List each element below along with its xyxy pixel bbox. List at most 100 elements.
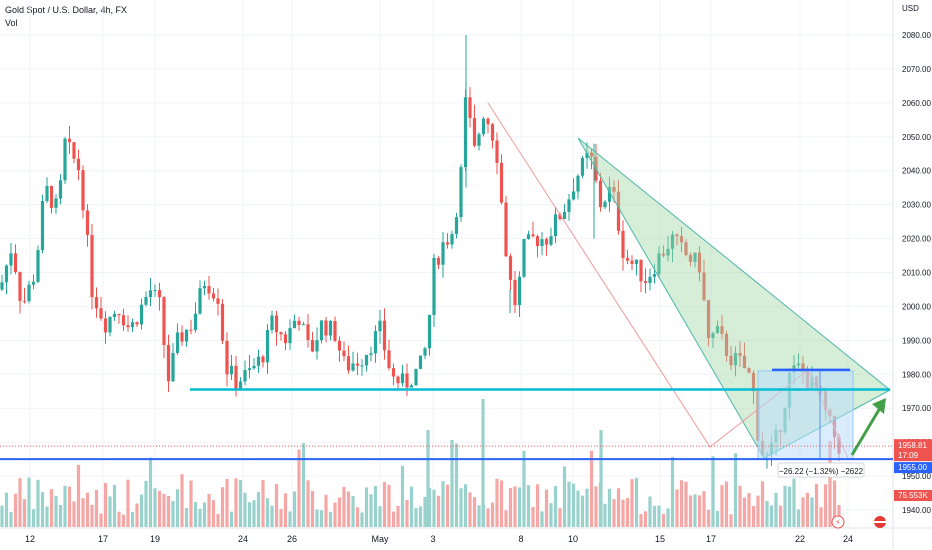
volume-bar: [490, 502, 495, 527]
volume-bar: [540, 511, 544, 527]
candle-body: [414, 368, 418, 386]
volume-bar: [333, 502, 337, 527]
candle-body: [720, 326, 724, 334]
volume-bar: [517, 487, 522, 527]
candle-body: [369, 353, 373, 355]
volume-bar: [426, 430, 430, 527]
candle-body: [216, 298, 220, 304]
candle-body: [148, 290, 153, 298]
candle-body: [243, 370, 247, 382]
price-tick-label: 2080.00: [902, 31, 931, 40]
candle-body: [738, 353, 742, 356]
time-axis[interactable]: 12 17 19 24 26 May 3 8 10 15 17 22 24: [25, 534, 853, 544]
time-tick-label: 8: [518, 534, 523, 544]
candle-body: [598, 180, 603, 208]
candle-body: [36, 250, 40, 282]
current-price-tag: 1958.81: [898, 441, 927, 450]
candle-body: [436, 257, 441, 265]
price-tick-label: 1990.00: [902, 336, 931, 345]
volume-bar: [162, 493, 166, 527]
candle-body: [729, 355, 733, 366]
volume-bar: [702, 491, 706, 527]
candle-body: [432, 257, 436, 316]
candle-body: [747, 368, 751, 373]
volume-bar: [342, 486, 346, 527]
candle-body: [454, 217, 459, 235]
candle-body: [378, 320, 382, 332]
candle-body: [418, 355, 423, 369]
volume-bar: [58, 504, 63, 527]
volume-bar: [387, 484, 391, 527]
volume-bar: [49, 489, 54, 527]
countdown-tag: 17:09: [898, 451, 919, 460]
volume-bar: [99, 513, 103, 527]
volume-bar: [463, 484, 468, 527]
volume-bar: [679, 480, 684, 527]
candle-body: [63, 138, 67, 181]
volume-bar: [648, 496, 652, 527]
candle-body: [139, 304, 144, 325]
volume-bar: [625, 498, 630, 527]
candle-body: [540, 239, 544, 247]
volume-bar: [148, 457, 153, 527]
candle-body: [252, 365, 256, 369]
volume-label[interactable]: Vol: [5, 18, 18, 28]
volume-bar: [13, 493, 18, 527]
candle-body: [553, 214, 558, 237]
volume-bar: [553, 485, 558, 527]
candle-body: [733, 353, 738, 366]
volume-bar: [27, 477, 31, 527]
volume-bar: [283, 493, 288, 527]
candle-body: [630, 260, 634, 264]
volume-bar: [247, 502, 252, 527]
volume-bar: [567, 481, 571, 527]
volume-bar: [720, 485, 724, 527]
volume-bar: [0, 505, 4, 527]
volume-bar: [220, 487, 225, 527]
volume-bar: [441, 481, 445, 527]
volume-bar: [436, 495, 441, 527]
volume-bar: [409, 486, 414, 527]
volume-bar: [76, 464, 81, 527]
support-price-tag: 1955.00: [898, 463, 927, 472]
candle-body: [130, 322, 135, 328]
candle-body: [103, 318, 108, 333]
candle-body: [576, 175, 580, 192]
candle-body: [495, 140, 499, 163]
volume-bar: [45, 506, 49, 527]
candle-body: [274, 315, 279, 333]
symbol-title[interactable]: Gold Spot / U.S. Dollar, 4h, FX: [5, 5, 128, 15]
volume-bar: [760, 481, 765, 527]
candle-body: [229, 365, 234, 375]
price-tick-label: 2020.00: [902, 235, 931, 244]
volume-bar: [202, 502, 207, 527]
candle-body: [94, 297, 99, 309]
candle-body: [67, 138, 72, 143]
candle-body: [472, 118, 477, 146]
candle-body: [315, 340, 319, 352]
volume-bar: [18, 478, 22, 527]
volume-bar: [400, 465, 405, 527]
volume-bar: [175, 489, 180, 527]
time-tick-label: 15: [655, 534, 665, 544]
price-tick-label: 2000.00: [902, 302, 931, 311]
volume-bar: [684, 481, 688, 527]
volume-bar: [337, 497, 342, 527]
volume-bar: [765, 501, 769, 527]
candle-body: [351, 363, 355, 371]
candle-body: [283, 334, 288, 344]
candle-body: [207, 286, 211, 294]
candle-body: [450, 234, 454, 245]
candle-body: [679, 236, 684, 243]
volume-bar: [328, 511, 333, 527]
volume-bar: [715, 511, 720, 527]
volume-bar: [288, 511, 292, 527]
candle-body: [670, 234, 675, 249]
volume-bar: [513, 486, 517, 527]
chart-drawings[interactable]: −26.22 (−1.32%) −2622: [0, 102, 893, 478]
candle-body: [256, 356, 261, 366]
volume-bar: [522, 450, 526, 527]
volume-bar: [63, 485, 67, 527]
